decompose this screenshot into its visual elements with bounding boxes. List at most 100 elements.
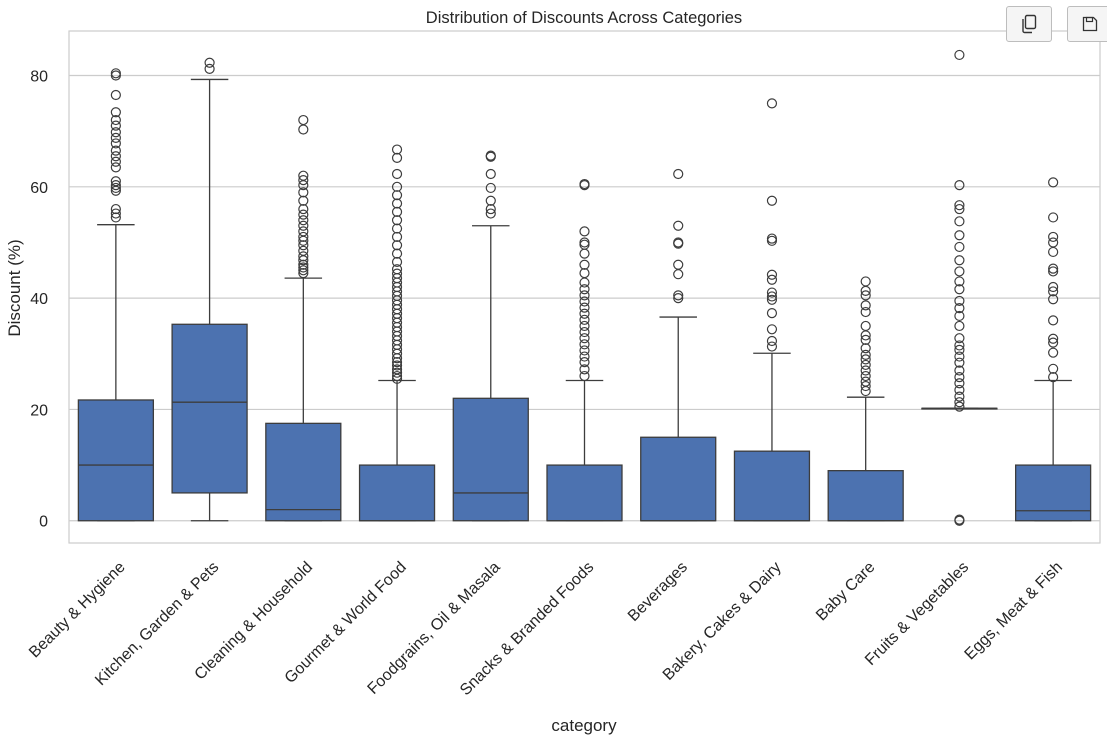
outlier-point <box>766 294 778 305</box>
outlier-point <box>1048 231 1059 243</box>
outlier-point <box>954 514 965 525</box>
box-iqr <box>733 450 811 522</box>
outlier-point <box>860 359 871 371</box>
x-tick-label: Beverages <box>625 559 691 625</box>
outlier-point <box>110 180 121 191</box>
outlier-point <box>954 303 965 314</box>
outlier-point <box>110 182 121 194</box>
outlier-point <box>391 152 403 163</box>
outlier-point <box>391 370 403 382</box>
outlier-point <box>579 333 590 344</box>
outlier-point <box>954 180 965 191</box>
outlier-point <box>579 284 590 295</box>
outlier-point <box>298 245 309 256</box>
outlier-point <box>860 306 871 318</box>
outlier-point <box>860 365 871 376</box>
outlier-point <box>860 370 871 382</box>
outlier-point <box>954 49 965 61</box>
outlier-point <box>860 343 871 354</box>
outlier-point <box>1048 337 1059 348</box>
outlier-point <box>204 57 215 68</box>
y-tick-label: 80 <box>30 69 48 86</box>
x-tick-label: Baby Care <box>813 559 879 625</box>
outlier-point <box>954 266 965 277</box>
outlier-point <box>391 144 403 155</box>
outlier-point <box>298 267 309 279</box>
outlier-point <box>860 334 871 345</box>
outlier-point <box>673 259 684 270</box>
boxes <box>77 49 1092 526</box>
outlier-point <box>579 326 590 338</box>
box-group <box>452 150 529 522</box>
outlier-point <box>391 268 403 279</box>
outlier-point <box>579 339 590 350</box>
outlier-point <box>298 195 309 206</box>
outlier-point <box>579 302 590 313</box>
save-icon <box>1082 16 1098 32</box>
copy-button[interactable] <box>1006 6 1052 42</box>
outlier-point <box>954 340 965 351</box>
outlier-point <box>954 384 965 396</box>
outlier-point <box>579 296 590 307</box>
outlier-point <box>579 314 590 325</box>
outlier-point <box>766 335 778 347</box>
outlier-point <box>860 276 871 287</box>
outlier-point <box>954 351 965 362</box>
outlier-point <box>110 138 121 149</box>
outlier-point <box>298 170 309 181</box>
copy-icon <box>1022 14 1037 34</box>
outlier-point <box>485 203 496 215</box>
outlier-point <box>1048 212 1059 223</box>
outlier-point <box>110 107 121 118</box>
outlier-point <box>391 168 403 180</box>
outlier-point <box>1048 281 1059 293</box>
outlier-point <box>954 320 965 332</box>
outlier-point <box>391 364 403 375</box>
outlier-point <box>110 162 121 173</box>
x-tick-label: Fruits & Vegetables <box>862 559 972 669</box>
outlier-point <box>766 341 778 352</box>
outlier-point <box>860 376 871 387</box>
outlier-point <box>1048 266 1059 277</box>
outlier-point <box>485 168 496 180</box>
outlier-point <box>579 259 590 270</box>
outlier-point <box>579 178 590 190</box>
outlier-point <box>110 176 121 187</box>
box-group <box>358 144 436 522</box>
outlier-point <box>391 206 403 217</box>
outlier-point <box>579 351 590 362</box>
outlier-point <box>954 200 965 211</box>
outlier-point <box>391 215 403 226</box>
outlier-point <box>1048 363 1059 374</box>
outlier-point <box>1048 177 1059 188</box>
outlier-point <box>110 208 121 219</box>
box-iqr <box>640 436 717 522</box>
outlier-point <box>1048 372 1059 383</box>
outlier-point <box>954 284 965 295</box>
box-iqr <box>1014 464 1092 522</box>
outlier-point <box>298 187 309 198</box>
box-iqr <box>358 464 436 522</box>
outlier-point <box>766 233 778 244</box>
outlier-point <box>298 220 309 231</box>
outlier-point <box>391 357 403 368</box>
outlier-point <box>485 150 496 161</box>
save-button[interactable] <box>1067 6 1107 42</box>
outlier-point <box>766 269 778 280</box>
outlier-point <box>954 391 965 402</box>
outlier-point <box>766 308 778 319</box>
outlier-point <box>1048 263 1059 274</box>
box-iqr <box>546 464 623 522</box>
outlier-point <box>298 251 309 262</box>
outlier-point <box>391 264 403 275</box>
outlier-point <box>860 320 871 332</box>
outlier-point <box>954 310 965 322</box>
outlier-point <box>579 237 590 248</box>
outlier-point <box>860 300 871 311</box>
outlier-point <box>860 349 871 360</box>
chart-title: Distribution of Discounts Across Categor… <box>426 9 742 27</box>
box-group <box>265 114 342 522</box>
outlier-point <box>391 256 403 268</box>
outlier-point <box>298 175 309 186</box>
